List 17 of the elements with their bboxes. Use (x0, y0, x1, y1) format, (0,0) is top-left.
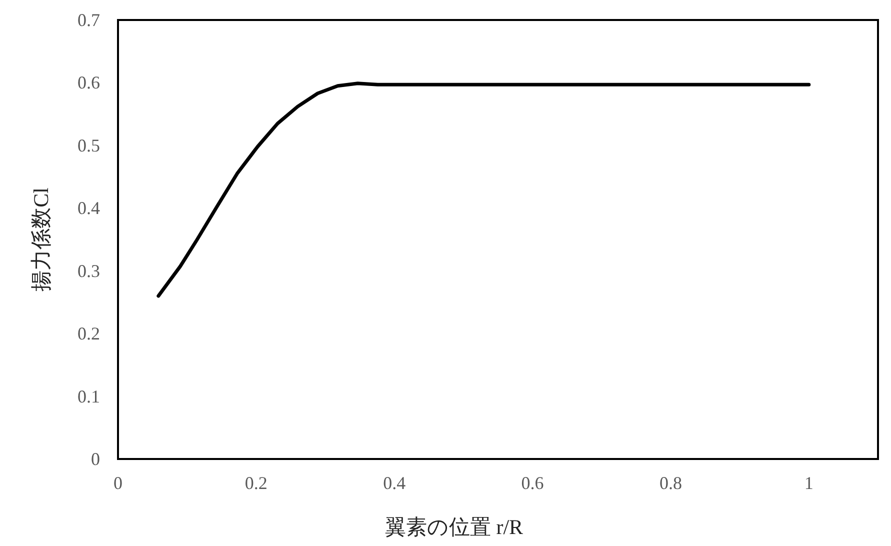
y-tick-label: 0 (91, 449, 100, 469)
y-tick-label: 0.2 (78, 324, 100, 344)
x-tick-label: 1 (804, 473, 814, 493)
x-tick-label: 0.6 (521, 473, 544, 493)
y-tick-label: 0.4 (78, 198, 100, 218)
y-tick-label: 0.3 (78, 260, 100, 281)
x-tick-label: 0.4 (383, 473, 406, 493)
x-tick-label: 0 (114, 473, 122, 493)
y-axis-title: 揚力係数Cl (29, 187, 53, 292)
y-tick-label: 0.5 (78, 135, 100, 156)
x-axis-title: 翼素の位置 r/R (384, 515, 524, 539)
x-tick-label: 0.8 (659, 473, 682, 493)
y-tick-label: 0.7 (78, 10, 100, 30)
x-tick-label: 0.2 (244, 473, 268, 493)
y-tick-label: 0.6 (78, 72, 100, 93)
line-series (156, 82, 811, 298)
y-tick-label: 0.1 (78, 386, 100, 406)
